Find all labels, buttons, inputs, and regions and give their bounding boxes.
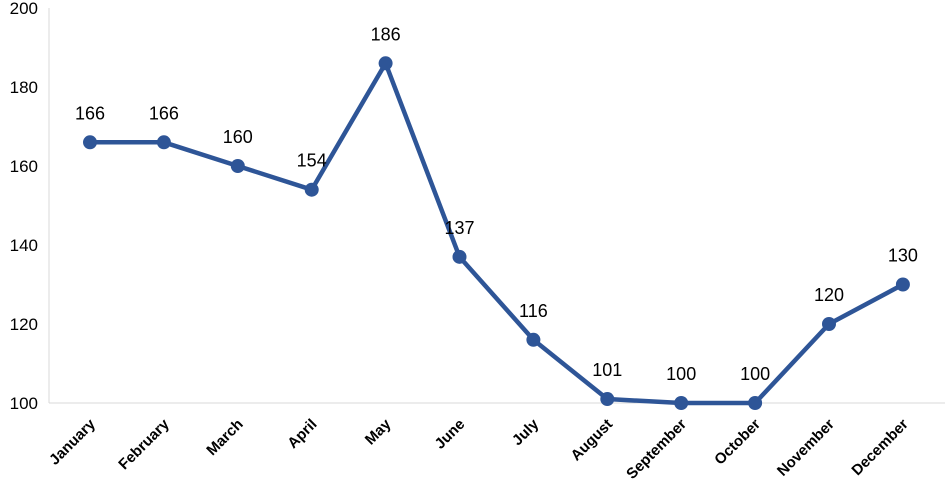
data-point	[83, 135, 97, 150]
x-tick-label: April	[284, 416, 320, 452]
y-tick-label: 160	[10, 157, 38, 176]
data-label: 100	[666, 364, 696, 384]
data-point	[230, 159, 245, 173]
data-label: 101	[592, 360, 622, 380]
y-tick-label: 200	[10, 0, 38, 18]
x-tick-label: May	[362, 415, 395, 448]
y-tick-label: 100	[10, 394, 38, 413]
x-tick-label: December	[848, 416, 911, 479]
x-tick-label: August	[568, 416, 617, 465]
series-layer	[83, 56, 910, 410]
data-label: 186	[371, 24, 401, 44]
x-tick-label: January	[46, 415, 99, 468]
x-tick-label: March	[203, 416, 246, 459]
data-point	[304, 182, 319, 197]
data-point	[600, 392, 615, 407]
data-label: 116	[519, 301, 548, 321]
data-point	[378, 56, 393, 71]
data-point	[526, 332, 541, 347]
x-tick-label: July	[509, 415, 543, 449]
data-label: 160	[223, 127, 253, 147]
x-tick-label: September	[623, 416, 690, 483]
y-tick-label: 140	[10, 236, 38, 255]
x-axis: January February March April May June July Augu…	[46, 402, 945, 483]
y-tick-label: 120	[10, 315, 38, 334]
x-tick-label: June	[432, 416, 469, 453]
data-label: 154	[297, 151, 327, 171]
data-point	[748, 396, 763, 410]
y-tick-label: 180	[10, 78, 38, 97]
y-axis: 100 120 140 160 180 200	[10, 0, 50, 413]
data-point	[452, 249, 467, 264]
data-point	[674, 396, 689, 410]
x-tick-label: February	[115, 415, 173, 473]
x-tick-label: October	[711, 416, 764, 469]
data-label: 166	[149, 103, 179, 123]
data-label-layer: 166 166 160 154 186 137 116 101 100 100 120 130	[75, 24, 918, 384]
series-line	[90, 61, 904, 406]
data-point	[822, 317, 836, 331]
x-tick-label: November	[774, 416, 838, 480]
data-label: 130	[888, 246, 918, 266]
data-label: 166	[75, 103, 105, 123]
data-label: 100	[740, 364, 770, 384]
data-label: 120	[814, 285, 844, 305]
data-point	[156, 135, 171, 150]
data-label: 137	[444, 218, 474, 238]
data-point	[895, 277, 910, 292]
